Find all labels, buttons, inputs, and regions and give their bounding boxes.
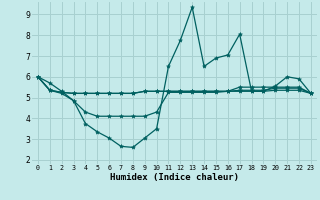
X-axis label: Humidex (Indice chaleur): Humidex (Indice chaleur) bbox=[110, 173, 239, 182]
